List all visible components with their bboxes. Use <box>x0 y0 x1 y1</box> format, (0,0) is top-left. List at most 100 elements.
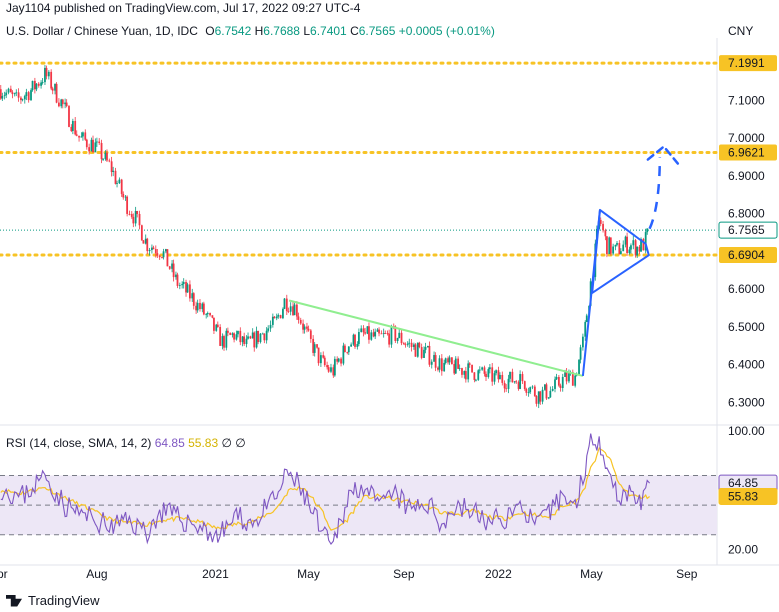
candle-body <box>95 141 98 143</box>
candle-body <box>545 384 548 399</box>
rsi-value: 64.85 <box>154 436 185 450</box>
candle-body <box>70 126 73 132</box>
candle-body <box>451 357 453 364</box>
candle-body <box>626 236 628 254</box>
candle-body <box>463 371 466 375</box>
candle-body <box>269 324 272 329</box>
candle-body <box>0 89 2 99</box>
candle-body <box>151 247 153 251</box>
candle-body <box>509 371 511 379</box>
candle-body <box>100 143 103 160</box>
descending-trendline <box>288 299 584 377</box>
candle-body <box>447 358 449 363</box>
candle-body <box>638 246 641 252</box>
candle-body <box>609 237 612 254</box>
candle-body <box>11 92 14 95</box>
candle-body <box>303 326 306 330</box>
candle-body <box>35 83 38 90</box>
candle-body <box>347 346 350 353</box>
close-label: C <box>350 24 359 38</box>
candle-body <box>416 342 419 357</box>
candle-body <box>41 82 44 83</box>
candle-body <box>357 332 360 344</box>
candle-body <box>585 315 588 322</box>
candle-body <box>78 135 80 138</box>
candle-body <box>112 170 115 172</box>
candle-body <box>622 244 625 252</box>
candle-body <box>527 392 530 393</box>
price-tick-label: 6.4000 <box>728 358 765 372</box>
candle-body <box>74 120 77 135</box>
candle-body <box>219 327 222 346</box>
candle-body <box>517 382 520 389</box>
candle-body <box>568 373 570 382</box>
candle-body <box>525 388 528 393</box>
candle-body <box>640 238 642 252</box>
candle-body <box>423 349 425 358</box>
candle-body <box>285 298 288 312</box>
candle-body <box>414 344 417 357</box>
candle-body <box>457 358 460 369</box>
price-tick-label: 7.1000 <box>728 93 765 107</box>
candle-body <box>85 139 88 148</box>
candle-body <box>471 364 473 373</box>
candle-body <box>199 302 201 310</box>
candle-body <box>191 293 194 299</box>
rsi-value-label: 64.85 <box>728 476 758 490</box>
candle-body <box>31 80 34 91</box>
candle-body <box>92 139 94 153</box>
candle-body <box>565 372 568 382</box>
candle-body <box>505 388 508 390</box>
candle-body <box>229 332 232 335</box>
candle-body <box>312 338 315 353</box>
candle-body <box>564 372 566 377</box>
candle-body <box>237 330 239 335</box>
candle-body <box>277 315 280 317</box>
open-value: 6.7542 <box>214 24 252 38</box>
candle-body <box>440 358 443 372</box>
candle-body <box>20 97 22 101</box>
candle-body <box>372 332 375 337</box>
candle-body <box>402 343 405 345</box>
candle-body <box>606 236 608 255</box>
candle-body <box>245 338 248 345</box>
candle-body <box>50 71 53 89</box>
candle-body <box>646 228 649 233</box>
candle-body <box>448 357 451 363</box>
candle-body <box>481 367 484 370</box>
candle-body <box>374 331 377 337</box>
candle-body <box>547 397 550 399</box>
candle-body <box>541 389 544 402</box>
candle-body <box>468 363 471 365</box>
candle-body <box>287 311 290 312</box>
rsi-value-label: 55.83 <box>728 489 758 503</box>
candle-body <box>368 326 370 340</box>
candle-body <box>90 139 93 152</box>
candle-body <box>186 284 189 293</box>
projection-arrow-shaft <box>648 157 662 230</box>
candle-body <box>102 159 104 160</box>
rsi-line <box>0 433 651 545</box>
candle-body <box>241 336 244 343</box>
candle-body <box>420 347 423 358</box>
candle-body <box>614 244 617 247</box>
candle-body <box>539 391 542 402</box>
candle-body <box>130 214 133 217</box>
candle-body <box>309 330 312 339</box>
candle-body <box>231 333 234 335</box>
candle-body <box>21 99 24 101</box>
candle-body <box>68 106 70 127</box>
rsi-flag-2: ∅ <box>235 436 246 450</box>
candle-body <box>430 361 433 365</box>
candle-body <box>497 370 500 380</box>
candle-body <box>306 326 308 329</box>
time-tick-label: Aug <box>86 567 107 581</box>
candle-body <box>192 293 195 306</box>
candle-body <box>495 370 497 374</box>
symbol-ohlc-header: U.S. Dollar / Chinese Yuan, 1D, IDC O6.7… <box>6 24 495 38</box>
candle-body <box>17 92 20 98</box>
candle-body <box>98 141 101 144</box>
currency-label: CNY <box>728 24 753 38</box>
candle-body <box>370 332 373 340</box>
